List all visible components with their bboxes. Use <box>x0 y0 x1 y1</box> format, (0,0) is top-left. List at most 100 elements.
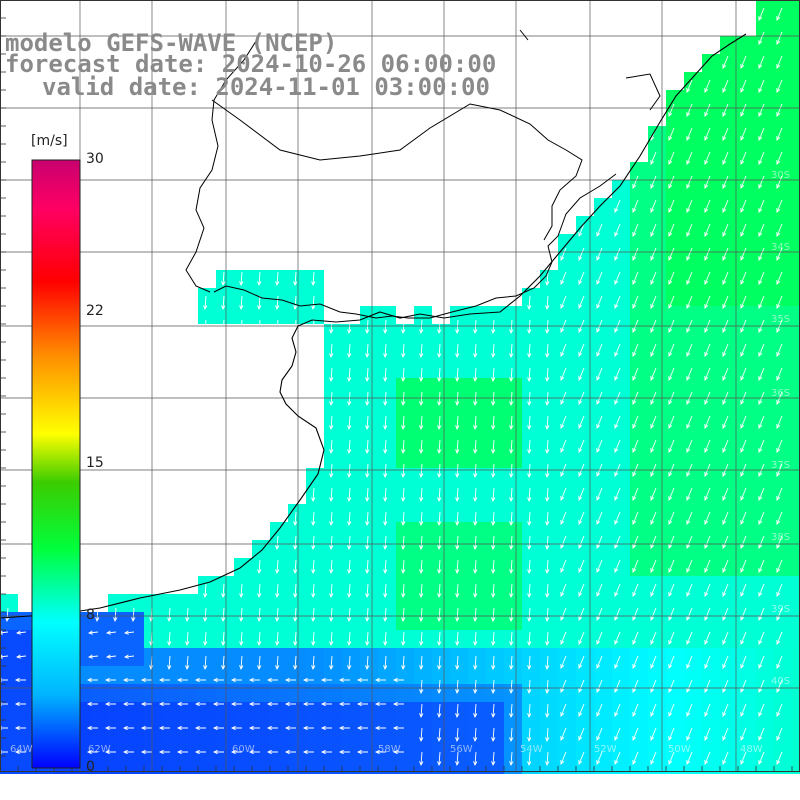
wind-speed-cell <box>792 378 800 396</box>
wind-arrow <box>491 535 496 551</box>
wind-arrow <box>419 367 424 383</box>
wind-speed-cell <box>738 180 756 198</box>
wind-speed-cell <box>360 594 378 612</box>
wind-speed-cell <box>234 756 252 774</box>
wind-arrow <box>578 367 585 381</box>
wind-speed-cell <box>756 630 774 648</box>
wind-speed-cell <box>792 450 800 468</box>
wind-speed-cell <box>144 738 162 756</box>
wind-arrow <box>776 79 783 93</box>
wind-arrow <box>383 583 388 599</box>
wind-speed-cell <box>558 576 576 594</box>
wind-speed-cell <box>792 504 800 522</box>
wind-arrow <box>509 391 514 407</box>
wind-speed-cell <box>198 684 216 702</box>
wind-arrow <box>740 583 747 597</box>
wind-speed-cell <box>684 360 702 378</box>
wind-speed-cell <box>450 360 468 378</box>
wind-speed-cell <box>684 738 702 756</box>
border-path <box>185 29 661 293</box>
wind-speed-cell <box>630 612 648 630</box>
wind-speed-cell <box>540 522 558 540</box>
wind-speed-cell <box>522 756 540 774</box>
wind-arrow <box>650 631 657 645</box>
wind-arrow <box>419 607 424 623</box>
wind-arrow <box>668 295 675 309</box>
wind-arrow <box>383 415 388 431</box>
wind-speed-cell <box>162 630 180 648</box>
wind-arrow <box>632 295 639 309</box>
wind-arrow <box>419 559 424 575</box>
wind-arrow <box>545 367 550 383</box>
wind-speed-cell <box>630 162 648 180</box>
wind-speed-cell <box>324 414 342 432</box>
wind-arrow <box>185 655 190 671</box>
wind-arrow <box>722 727 729 741</box>
wind-speed-cell <box>720 666 738 684</box>
wind-speed-cell <box>540 648 558 666</box>
wind-speed-cell <box>288 594 306 612</box>
wind-speed-cell <box>342 648 360 666</box>
wind-arrow <box>740 151 747 165</box>
wind-arrow <box>455 583 460 599</box>
wind-arrow <box>545 727 550 743</box>
wind-speed-cell <box>108 720 126 738</box>
wind-arrow <box>473 727 478 743</box>
wind-speed-cell <box>774 180 792 198</box>
wind-arrow <box>614 727 621 741</box>
wind-speed-cell <box>558 702 576 720</box>
wind-speed-cell <box>738 450 756 468</box>
wind-speed-cell <box>360 702 378 720</box>
wind-arrow <box>347 487 352 503</box>
wind-speed-cell <box>162 684 180 702</box>
wind-arrow <box>704 127 711 141</box>
wind-speed-cell <box>666 522 684 540</box>
wind-speed-cell <box>792 0 800 18</box>
wind-speed-cell <box>396 684 414 702</box>
wind-arrow <box>578 511 585 525</box>
wind-speed-cell <box>414 432 432 450</box>
wind-speed-cell <box>720 342 738 360</box>
wind-speed-cell <box>378 540 396 558</box>
wind-arrow <box>347 343 352 359</box>
wind-speed-cell <box>396 756 414 774</box>
wind-speed-cell <box>702 378 720 396</box>
wind-speed-cell <box>720 630 738 648</box>
wind-speed-cell <box>738 396 756 414</box>
wind-arrow <box>704 679 711 693</box>
wind-speed-cell <box>360 504 378 522</box>
wind-speed-cell <box>792 54 800 72</box>
wind-speed-cell <box>198 702 216 720</box>
wind-speed-cell <box>234 684 252 702</box>
wind-arrow <box>473 679 478 695</box>
wind-arrow <box>266 677 278 683</box>
wind-arrow <box>527 511 532 527</box>
wind-arrow <box>668 175 675 189</box>
coastline <box>0 29 747 619</box>
wind-speed-cell <box>774 324 792 342</box>
wind-speed-cell <box>0 702 18 720</box>
wind-speed-cell <box>558 648 576 666</box>
wind-arrow <box>338 725 350 731</box>
wind-speed-cell <box>540 270 558 288</box>
wind-arrow <box>722 583 729 597</box>
wind-speed-cell <box>738 306 756 324</box>
wind-speed-cell <box>648 234 666 252</box>
wind-arrow <box>632 415 639 429</box>
wind-arrow <box>545 679 550 695</box>
wind-speed-cell <box>594 324 612 342</box>
wind-speed-cell <box>522 522 540 540</box>
wind-arrow <box>527 559 532 575</box>
wind-arrow <box>776 679 783 693</box>
wind-speed-cell <box>738 594 756 612</box>
wind-speed-cell <box>342 576 360 594</box>
wind-speed-cell <box>684 162 702 180</box>
wind-speed-cell <box>774 234 792 252</box>
wind-speed-cell <box>270 738 288 756</box>
wind-arrow <box>527 319 532 335</box>
wind-speed-cell <box>522 504 540 522</box>
wind-speed-cell <box>738 342 756 360</box>
wind-speed-cell <box>720 252 738 270</box>
wind-arrow <box>347 463 352 479</box>
wind-speed-cell <box>396 486 414 504</box>
